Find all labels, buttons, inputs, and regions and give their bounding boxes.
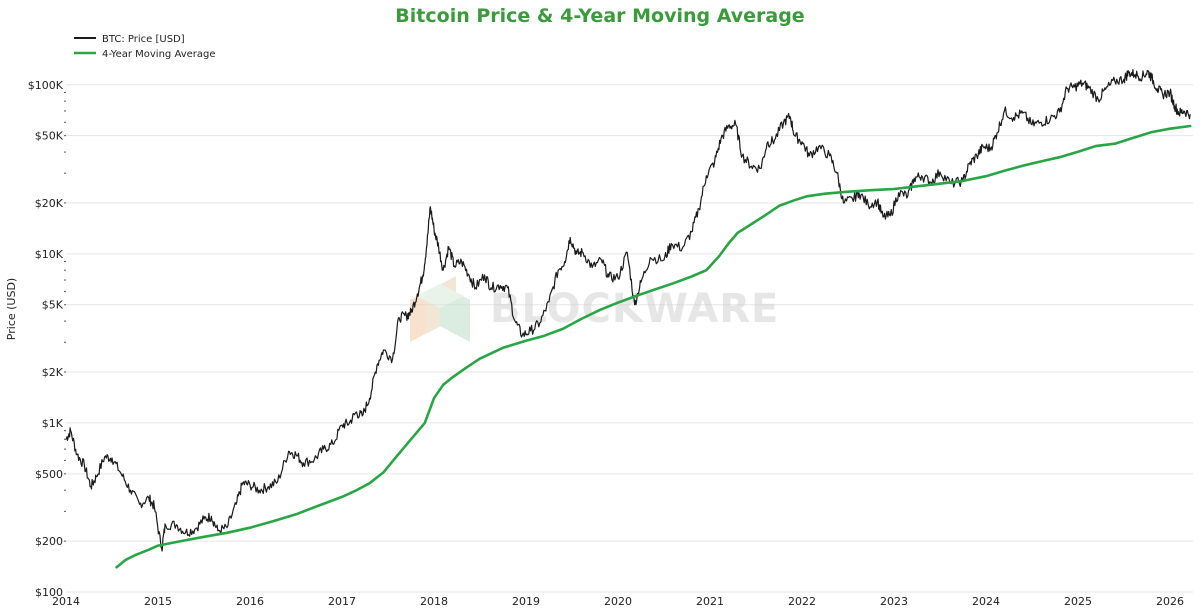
y-tick-label: $100K [28, 79, 64, 92]
y-tick-label: $5K [42, 299, 64, 312]
watermark-text: BLOCKWARE [490, 286, 779, 332]
x-axis: 2014 2015 2016 2017 2018 2019 2020 2021 2022 2023… [52, 595, 1184, 608]
y-tick-label: $10K [35, 248, 64, 261]
x-tick-label: 2022 [788, 595, 816, 608]
x-tick-label: 2017 [328, 595, 356, 608]
x-tick-label: 2014 [52, 595, 80, 608]
x-tick-label: 2015 [144, 595, 172, 608]
y-axis-label: Price (USD) [5, 278, 18, 340]
series-layer [65, 69, 1192, 569]
price-line [65, 69, 1191, 552]
moving-average-line [115, 124, 1192, 569]
y-axis: $100 $200 $500 $1K $2K $5K $10K $20K $50K $100K [28, 79, 66, 599]
x-tick-label: 2021 [696, 595, 724, 608]
y-tick-label: $20K [35, 197, 64, 210]
x-tick-label: 2025 [1064, 595, 1092, 608]
x-tick-label: 2024 [972, 595, 1000, 608]
y-tick-label: $50K [35, 130, 64, 143]
chart-title: Bitcoin Price & 4-Year Moving Average [395, 5, 804, 27]
x-tick-label: 2019 [512, 595, 540, 608]
y-tick-label: $2K [42, 366, 64, 379]
blockware-logo-icon [410, 276, 470, 342]
watermark: BLOCKWARE [410, 276, 779, 342]
legend-label-price: BTC: Price [USD] [102, 34, 185, 45]
grid-lines [66, 84, 1193, 593]
x-tick-label: 2023 [880, 595, 908, 608]
x-tick-label: 2018 [420, 595, 448, 608]
x-tick-label: 2020 [604, 595, 632, 608]
y-tick-label: $500 [35, 468, 63, 481]
legend-label-moving-average: 4-Year Moving Average [102, 49, 216, 60]
x-tick-label: 2026 [1156, 595, 1184, 608]
legend: BTC: Price [USD] 4-Year Moving Average [74, 34, 216, 60]
y-tick-label: $1K [42, 417, 64, 430]
y-tick-label: $200 [35, 535, 63, 548]
y-tick-label: $100 [35, 586, 63, 599]
x-tick-label: 2016 [236, 595, 264, 608]
